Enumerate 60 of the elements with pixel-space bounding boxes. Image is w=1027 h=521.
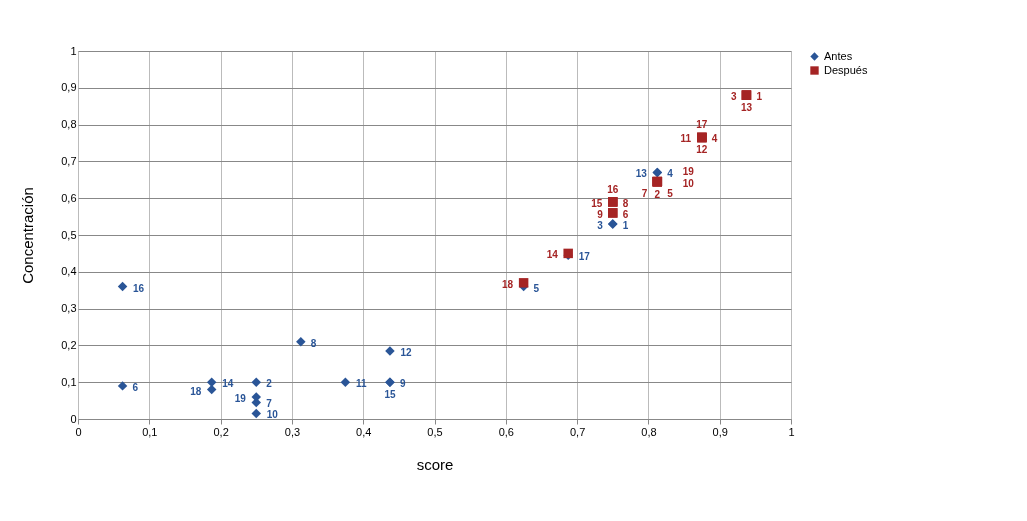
- y-tick-label: 0,5: [61, 228, 77, 241]
- annotation: 8: [310, 337, 317, 349]
- annotation: 3: [730, 91, 737, 103]
- annotation: 6: [622, 208, 629, 220]
- annotation: 2: [654, 188, 661, 200]
- x-tick-label: 0,2: [213, 425, 229, 438]
- y-tick-label: 0,7: [61, 154, 77, 167]
- annotation: 18: [502, 278, 514, 290]
- annotation: 15: [591, 197, 603, 209]
- x-tick-label: 0,7: [569, 425, 586, 438]
- annotation: 19: [234, 392, 247, 404]
- annotation: 3: [597, 219, 604, 231]
- annotation: 9: [597, 208, 604, 220]
- x-tick-label: 0,9: [712, 425, 728, 438]
- legend-label: Después: [824, 63, 868, 76]
- y-tick-label: 0,1: [61, 375, 77, 388]
- annotation: 10: [266, 409, 279, 421]
- annotation: 12: [400, 346, 412, 358]
- annotation: 8: [622, 197, 629, 209]
- x-tick-label: 0,1: [142, 425, 158, 438]
- y-tick-label: 0,9: [61, 81, 77, 94]
- annotation: 13: [740, 102, 753, 114]
- y-tick-label: 0,4: [61, 265, 77, 278]
- annotation: 15: [384, 389, 396, 401]
- x-tick-label: 1: [788, 425, 795, 438]
- annotation: 6: [132, 381, 139, 393]
- y-tick-label: 0,8: [61, 118, 77, 131]
- y-tick-label: 0,6: [61, 191, 77, 204]
- annotation: 4: [711, 133, 718, 145]
- annotation: 7: [266, 398, 273, 410]
- annotation: 16: [607, 183, 619, 195]
- y-tick-label: 0,2: [61, 338, 77, 351]
- annotation: 16: [133, 282, 145, 294]
- annotation: 1: [756, 91, 763, 103]
- annotation: 12: [696, 144, 708, 156]
- annotation: 4: [667, 168, 674, 180]
- x-axis-title: score: [416, 455, 454, 473]
- x-tick-label: 0,5: [427, 425, 443, 438]
- y-tick-label: 0,3: [61, 302, 77, 315]
- x-tick-label: 0,6: [498, 425, 514, 438]
- annotation: 13: [635, 168, 648, 180]
- annotation: 14: [546, 249, 559, 261]
- annotation: 9: [399, 378, 406, 390]
- y-axis-title: Concentración: [19, 187, 37, 284]
- x-tick-label: 0,8: [641, 425, 657, 438]
- annotation: 10: [682, 177, 695, 189]
- annotation: 11: [680, 133, 692, 145]
- annotation: 1: [622, 219, 629, 231]
- annotation: 17: [578, 251, 591, 263]
- legend-label: Antes: [824, 49, 853, 62]
- annotation: 18: [190, 385, 202, 397]
- annotation: 5: [533, 282, 540, 294]
- x-tick-label: 0,3: [284, 425, 301, 438]
- annotation: 17: [696, 119, 708, 131]
- y-tick-label: 1: [70, 44, 77, 57]
- annotation: 7: [641, 187, 648, 199]
- annotation: 19: [682, 165, 695, 177]
- y-tick-label: 0: [70, 412, 77, 425]
- annotation: 5: [667, 187, 674, 199]
- x-tick-label: 0,4: [356, 425, 372, 438]
